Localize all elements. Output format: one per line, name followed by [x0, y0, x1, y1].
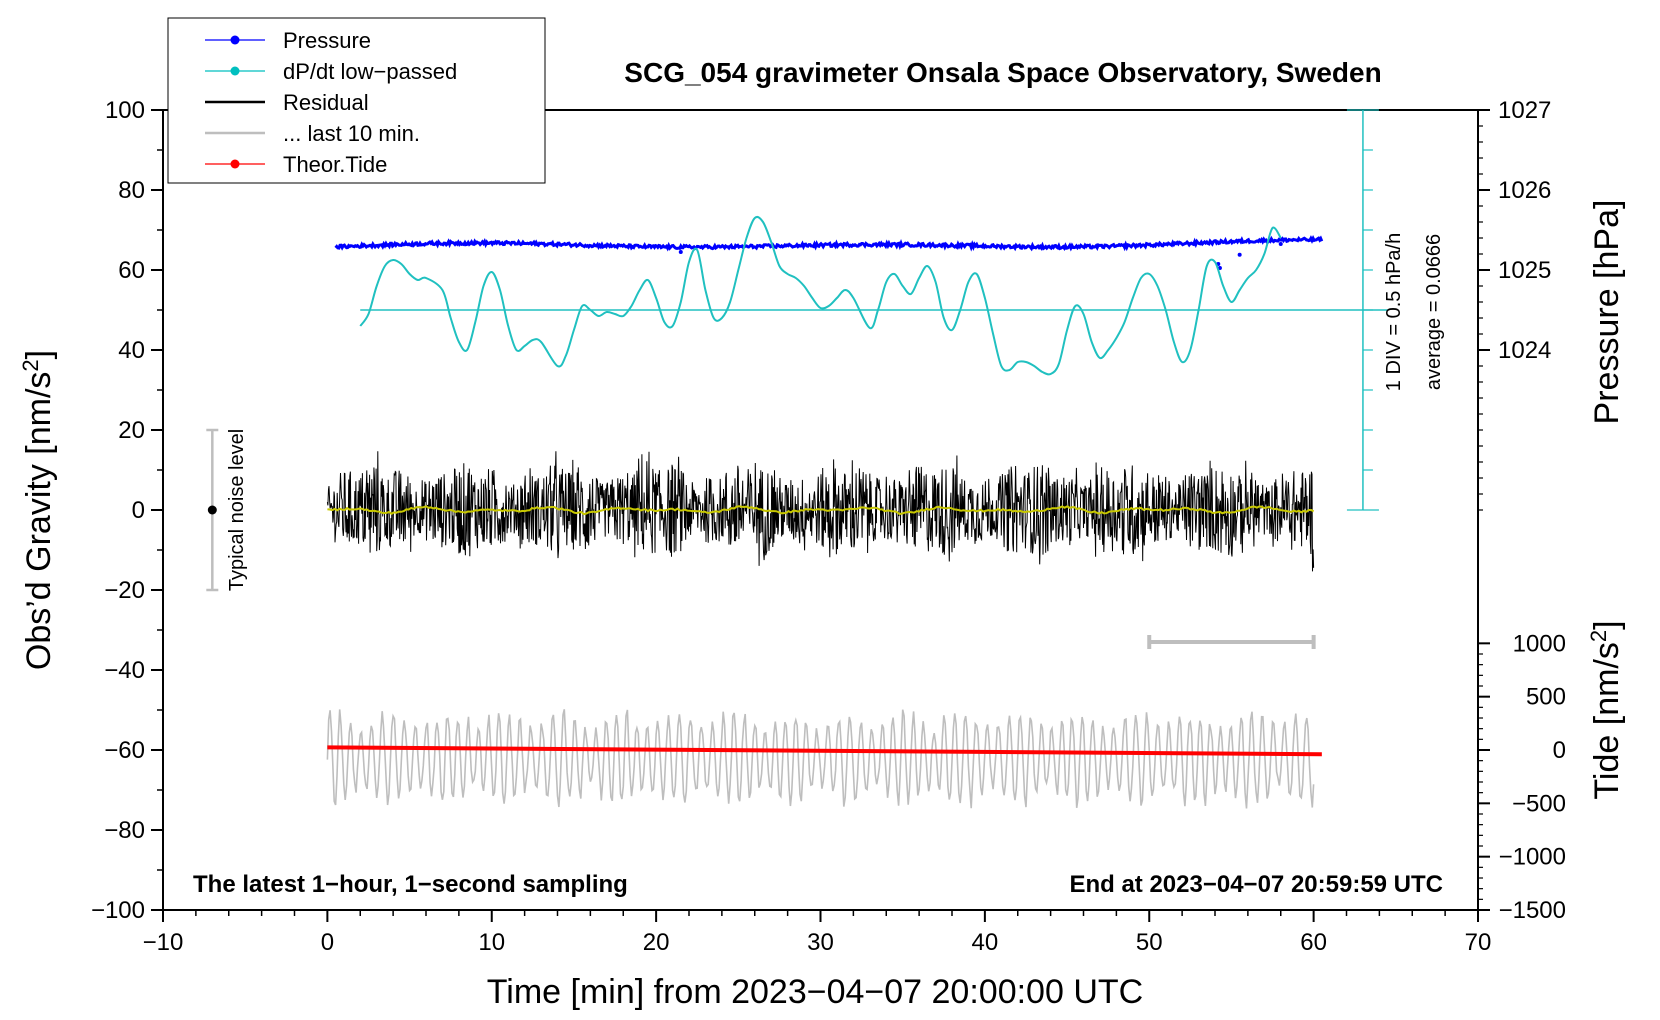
legend-items: Pressure dP/dt low−passed Residual ... last… — [205, 28, 457, 177]
legend-marker — [230, 159, 240, 169]
pressure-tick-label: 1027 — [1498, 97, 1551, 124]
legend-marker — [230, 66, 240, 76]
dpdt-scale-label: 1 DIV = 0.5 hPa/h — [1383, 233, 1405, 391]
pressure-point — [1278, 242, 1283, 246]
chart-title: SCG_054 gravimeter Onsala Space Observat… — [624, 57, 1381, 88]
y-tick-label: −60 — [104, 737, 145, 764]
y-tick-label: 80 — [118, 177, 145, 204]
legend-box — [167, 17, 546, 184]
y-tick-label: −100 — [91, 897, 145, 924]
dpdt-series-line — [359, 215, 1282, 376]
tide-tick-label: −1500 — [1499, 897, 1566, 924]
legend-marker — [230, 35, 240, 45]
residual-smooth-line — [327, 505, 1315, 516]
y-tick-label: 0 — [132, 497, 145, 524]
y-tick-label: −40 — [104, 657, 145, 684]
legend-label: dP/dt low−passed — [283, 59, 457, 84]
x-tick-label: 20 — [643, 929, 670, 956]
y-tick-label: 40 — [118, 337, 145, 364]
x-tick-label: 60 — [1300, 929, 1327, 956]
x-tick-label: 40 — [972, 929, 999, 956]
x-tick-label: 50 — [1136, 929, 1163, 956]
tide-tick-label: 500 — [1526, 684, 1566, 711]
x-tick-label: −10 — [143, 929, 184, 956]
dpdt-average-label: average = 0.0666 — [1423, 234, 1445, 390]
pressure-point — [1237, 252, 1242, 257]
y-axis-title-tide: Tide [nm/s2] — [1586, 620, 1626, 799]
tide-tick-label: 0 — [1553, 737, 1566, 764]
x-tick-label: 0 — [321, 929, 334, 956]
x-axis-title: Time [min] from 2023−04−07 20:00:00 UTC — [487, 973, 1143, 1011]
x-tick-label: 70 — [1465, 929, 1492, 956]
y-tick-label: −20 — [104, 577, 145, 604]
tide-tick-label: −1000 — [1499, 844, 1566, 871]
legend-label: Pressure — [283, 28, 371, 53]
x-tick-label: 30 — [807, 929, 834, 956]
y-axis-title-left: Obs’d Gravity [nm/s2] — [18, 350, 58, 670]
legend-label: Residual — [283, 90, 369, 115]
pressure-point — [678, 250, 683, 254]
pressure-tick-label: 1024 — [1498, 337, 1551, 364]
end-time-note: End at 2023−04−07 20:59:59 UTC — [1069, 871, 1443, 898]
pressure-tick-label: 1025 — [1498, 257, 1551, 284]
tide-series-line — [327, 745, 1322, 757]
residual-series-line — [326, 451, 1315, 572]
tide-tick-label: 1000 — [1513, 630, 1566, 657]
noise-level-label: Typical noise level — [226, 429, 248, 591]
axes-layer: −10 0 10 20 30 40 50 60 70−100−80−60−40−20020406… — [91, 97, 1566, 956]
y-tick-label: −80 — [104, 817, 145, 844]
last10-series-line — [326, 709, 1315, 809]
y-tick-label: 60 — [118, 257, 145, 284]
noise-level-dot — [207, 505, 217, 515]
pressure-series-line — [334, 235, 1324, 252]
y-axis-title-pressure: Pressure [hPa] — [1588, 200, 1626, 425]
legend-label: ... last 10 min. — [283, 121, 420, 146]
sampling-note: The latest 1−hour, 1−second sampling — [193, 871, 628, 898]
tide-tick-label: −500 — [1512, 790, 1566, 817]
pressure-tick-label: 1026 — [1498, 177, 1551, 204]
legend: Pressure dP/dt low−passed Residual ... last… — [167, 17, 546, 184]
series-layer — [206, 109, 1388, 809]
legend-label: Theor.Tide — [283, 152, 387, 177]
y-tick-label: 20 — [118, 417, 145, 444]
y-tick-label: 100 — [105, 97, 145, 124]
x-tick-label: 10 — [478, 929, 505, 956]
